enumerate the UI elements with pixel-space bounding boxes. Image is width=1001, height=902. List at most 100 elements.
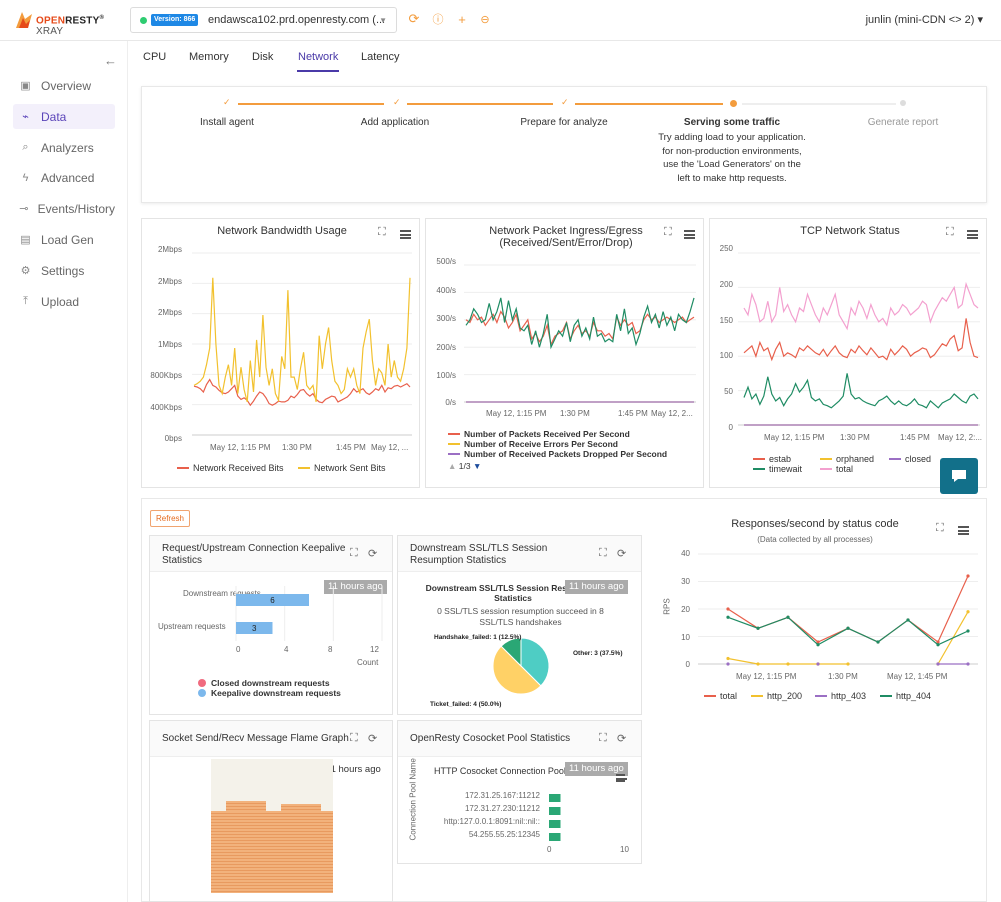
- fullscreen-icon[interactable]: ⛶: [350, 732, 358, 744]
- sidebar-item-overview[interactable]: ▣ Overview: [20, 78, 92, 93]
- step-check-icon: ✓: [561, 97, 569, 107]
- ssl-chart-subtitle: 0 SSL/TLS session resumption succeed in …: [437, 606, 604, 627]
- server-host: endawsca102.prd.openresty.com (...: [208, 14, 386, 26]
- fullscreen-icon[interactable]: ⛶: [378, 226, 386, 238]
- remove-icon[interactable]: ⊖: [480, 13, 490, 26]
- top-bar: OPENRESTY® XRAY Version: 866 endawsca102…: [0, 0, 1001, 41]
- overview-icon: ▣: [20, 80, 31, 92]
- step-add-application: Add application: [360, 117, 430, 128]
- sidebar-item-settings[interactable]: ⚙ Settings: [20, 263, 85, 278]
- refresh-icon[interactable]: ⟳: [408, 11, 420, 26]
- data-point: [816, 640, 820, 644]
- data-point: [846, 662, 850, 666]
- flame-graph-frames: [226, 801, 266, 811]
- openresty-logo[interactable]: OPENRESTY® XRAY: [12, 8, 124, 37]
- data-point: [846, 626, 850, 630]
- sidebar-item-data[interactable]: ⌁ Data: [13, 104, 115, 129]
- fullscreen-icon[interactable]: ⛶: [664, 226, 672, 238]
- legend-item[interactable]: Network Received Bits: [177, 463, 284, 473]
- pager-prev-icon[interactable]: ▲: [448, 461, 457, 471]
- y-tick: 100/s: [436, 371, 456, 380]
- legend-item[interactable]: Number of Packets Received Per Second: [448, 429, 630, 439]
- series-line-total: [743, 281, 979, 331]
- fullscreen-icon[interactable]: ⛶: [599, 732, 607, 744]
- y-tick: 50: [724, 387, 733, 396]
- cosocket-bar-plot: [549, 794, 561, 841]
- data-point: [726, 607, 730, 611]
- legend-item[interactable]: estab: [753, 454, 791, 464]
- legend-item[interactable]: total: [704, 691, 737, 701]
- tab-memory[interactable]: Memory: [189, 51, 229, 63]
- step-connector: [742, 103, 896, 105]
- step-pending-icon: [900, 100, 906, 106]
- legend-pager[interactable]: ▲ 1/3 ▼: [448, 461, 482, 471]
- info-icon[interactable]: ⓘ: [432, 14, 444, 26]
- sidebar-item-events-history[interactable]: ⊸ Events/History: [19, 201, 115, 216]
- y-tick: 2Mbps: [157, 245, 182, 254]
- legend-item[interactable]: Number of Receive Errors Per Second: [448, 439, 618, 449]
- legend-item[interactable]: Closed downstream requests: [198, 678, 330, 688]
- fullscreen-icon[interactable]: ⛶: [946, 226, 954, 238]
- reload-icon[interactable]: ⟳: [617, 548, 627, 560]
- legend-item[interactable]: http_403: [815, 691, 866, 701]
- refresh-button[interactable]: Refresh: [150, 510, 190, 527]
- ssl-pie-plot: Other: 3 (37.5%) Ticket_failed: 4 (50.0%)…: [430, 634, 623, 708]
- pager-next-icon[interactable]: ▼: [473, 461, 482, 471]
- menu-icon[interactable]: [684, 230, 695, 239]
- menu-icon[interactable]: [967, 230, 978, 239]
- tab-cpu[interactable]: CPU: [143, 51, 167, 63]
- tab-network[interactable]: Network: [298, 51, 339, 63]
- legend-item[interactable]: total: [820, 464, 853, 474]
- data-point: [726, 656, 730, 661]
- menu-icon[interactable]: [400, 230, 411, 239]
- bar-category-label: Upstream requests: [158, 622, 226, 631]
- tcp-plot: [738, 252, 980, 426]
- fullscreen-icon[interactable]: ⛶: [350, 547, 358, 559]
- legend-item[interactable]: Network Sent Bits: [298, 463, 386, 473]
- bar-category-label: Downstream requests: [183, 589, 261, 598]
- chat-button[interactable]: [940, 458, 978, 494]
- chart-title: TCP Network Status: [800, 225, 900, 237]
- bar: [549, 833, 561, 841]
- legend-item[interactable]: http_200: [751, 691, 802, 701]
- sidebar-item-upload[interactable]: ⤒ Upload: [13, 289, 115, 314]
- x-tick: 1:45 PM: [618, 409, 648, 418]
- pie-slice: [520, 637, 550, 687]
- reload-icon[interactable]: ⟳: [368, 548, 378, 560]
- fullscreen-icon[interactable]: ⛶: [599, 547, 607, 559]
- sidebar-item-load-gen[interactable]: ▤ Load Gen: [20, 232, 94, 247]
- x-tick: May 12, 1:45 PM: [887, 672, 948, 681]
- menu-icon[interactable]: [616, 774, 627, 782]
- reload-icon[interactable]: ⟳: [617, 733, 627, 745]
- legend-item[interactable]: http_404: [880, 691, 931, 701]
- y-tick: 200/s: [436, 343, 456, 352]
- updated-ago-badge: 11 hours ago: [565, 580, 628, 594]
- card-header: Socket Send/Recv Message Flame Graph ⛶ ⟳: [150, 721, 392, 757]
- series-line-number-of-packets-sent-per-second: [465, 297, 695, 350]
- data-point: [756, 626, 760, 630]
- tab-disk[interactable]: Disk: [252, 51, 274, 63]
- online-status-icon: [140, 17, 147, 24]
- legend-item[interactable]: closed: [889, 454, 931, 464]
- data-point: [966, 662, 970, 666]
- sidebar-item-analyzers[interactable]: ⌕ Analyzers: [13, 135, 115, 160]
- legend-item[interactable]: Number of Received Packets Dropped Per S…: [448, 449, 667, 459]
- sidebar-item-advanced[interactable]: ϟ Advanced: [13, 165, 115, 190]
- reload-icon[interactable]: ⟳: [368, 733, 378, 745]
- legend-item[interactable]: timewait: [753, 464, 802, 474]
- flame-graph-image[interactable]: [211, 759, 333, 893]
- data-point: [816, 662, 820, 666]
- legend-item[interactable]: orphaned: [820, 454, 874, 464]
- collapse-arrow-icon[interactable]: ←: [104, 53, 117, 68]
- x-tick: 1:30 PM: [840, 433, 870, 442]
- pie-label: Other: 3 (37.5%): [573, 650, 623, 657]
- y-tick: 150: [719, 316, 733, 325]
- add-icon[interactable]: +: [458, 11, 466, 27]
- y-tick: 0: [728, 423, 733, 432]
- tab-latency[interactable]: Latency: [361, 51, 400, 63]
- menu-icon[interactable]: [958, 526, 969, 535]
- legend-item[interactable]: Keepalive downstream requests: [198, 688, 341, 698]
- fullscreen-icon[interactable]: ⛶: [936, 522, 944, 534]
- server-select[interactable]: Version: 866 endawsca102.prd.openresty.c…: [130, 7, 397, 33]
- user-menu[interactable]: junlin (mini-CDN <> 2) ▾: [865, 14, 983, 26]
